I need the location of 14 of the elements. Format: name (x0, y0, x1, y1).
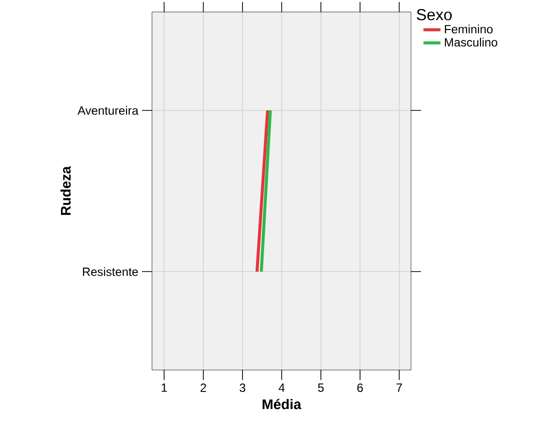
legend-label: Masculino (444, 38, 498, 47)
x-tick-label: 2 (200, 384, 206, 392)
y-tick-label: Aventureira (78, 106, 138, 115)
x-tick-label: 6 (357, 384, 363, 392)
y-tick-label: Resistente (82, 267, 138, 276)
x-tick-label: 3 (240, 384, 246, 392)
x-axis-title: Média (262, 398, 302, 410)
legend-label: Feminino (444, 24, 493, 34)
x-tick-label: 7 (396, 384, 402, 392)
legend-title: Sexo (416, 9, 452, 20)
x-tick-label: 4 (278, 384, 285, 392)
y-axis-title: Rudeza (60, 166, 71, 215)
x-tick-label: 1 (162, 384, 167, 392)
x-tick-label: 5 (318, 384, 324, 392)
